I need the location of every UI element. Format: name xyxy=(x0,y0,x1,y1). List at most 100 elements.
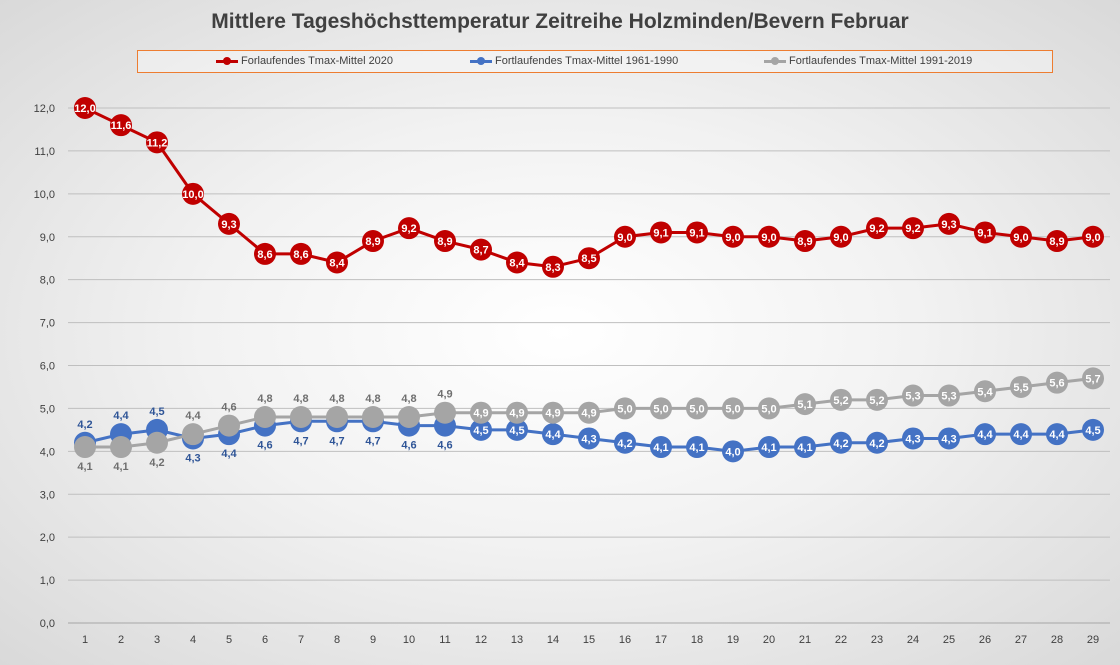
data-point xyxy=(650,221,672,244)
data-label: 5,0 xyxy=(689,403,704,415)
data-label: 9,0 xyxy=(1013,232,1028,244)
legend-item-1991-2019: Fortlaufendes Tmax-Mittel 1991-2019 xyxy=(764,55,972,67)
data-label: 5,0 xyxy=(725,403,740,415)
y-tick-label: 3,0 xyxy=(40,489,55,501)
data-label: 4,1 xyxy=(797,442,812,454)
data-label: 5,0 xyxy=(617,403,632,415)
data-label: 8,9 xyxy=(437,236,452,248)
data-label: 4,2 xyxy=(149,457,164,469)
data-label: 4,3 xyxy=(905,433,920,445)
x-tick-label: 27 xyxy=(1015,634,1027,646)
data-point xyxy=(578,247,600,270)
y-tick-label: 11,0 xyxy=(34,146,55,158)
legend-item-2020: Forlaufendes Tmax-Mittel 2020 xyxy=(216,55,393,67)
data-label: 8,9 xyxy=(797,236,812,248)
data-point xyxy=(938,384,960,407)
data-point xyxy=(506,251,528,274)
data-label: 8,4 xyxy=(329,258,345,270)
data-point xyxy=(1046,423,1068,446)
x-tick-label: 8 xyxy=(334,634,340,646)
data-point xyxy=(866,388,888,411)
data-point xyxy=(74,97,96,119)
x-tick-label: 6 xyxy=(262,634,268,646)
x-tick-label: 2 xyxy=(118,634,124,646)
data-label: 5,2 xyxy=(833,395,848,407)
data-point xyxy=(1082,225,1104,248)
data-label: 4,7 xyxy=(293,435,308,447)
data-label: 4,4 xyxy=(545,429,561,441)
data-label: 5,2 xyxy=(869,395,884,407)
y-tick-label: 10,0 xyxy=(34,189,55,201)
data-point xyxy=(542,255,564,278)
data-label: 5,1 xyxy=(797,399,812,411)
data-point xyxy=(398,406,420,428)
data-label: 4,4 xyxy=(221,448,237,460)
data-label: 9,0 xyxy=(761,232,776,244)
y-tick-label: 5,0 xyxy=(40,403,55,415)
data-point xyxy=(758,436,780,459)
x-tick-label: 15 xyxy=(583,634,595,646)
y-tick-label: 12,0 xyxy=(34,103,55,115)
data-label: 5,7 xyxy=(1085,373,1100,385)
data-point xyxy=(434,401,456,424)
data-point xyxy=(326,406,348,428)
legend-swatch-gray xyxy=(764,57,786,65)
x-tick-label: 10 xyxy=(403,634,415,646)
y-tick-label: 8,0 xyxy=(40,275,55,287)
data-point xyxy=(110,114,132,137)
x-tick-label: 1 xyxy=(82,634,88,646)
data-point xyxy=(254,242,276,265)
x-tick-label: 29 xyxy=(1087,634,1099,646)
data-point xyxy=(290,406,312,428)
data-label: 12,0 xyxy=(74,103,95,115)
data-point xyxy=(326,251,348,274)
data-label: 4,5 xyxy=(509,425,524,437)
data-point xyxy=(686,221,708,244)
y-tick-label: 1,0 xyxy=(40,575,55,587)
x-tick-label: 21 xyxy=(799,634,811,646)
data-label: 9,3 xyxy=(941,219,956,231)
data-label: 9,3 xyxy=(221,219,236,231)
data-point xyxy=(650,397,672,420)
data-point xyxy=(110,436,132,459)
y-tick-label: 4,0 xyxy=(40,446,55,458)
data-label: 10,0 xyxy=(182,189,203,201)
y-tick-label: 0,0 xyxy=(40,618,55,630)
data-label: 8,9 xyxy=(1049,236,1064,248)
data-point xyxy=(686,436,708,459)
data-label: 4,4 xyxy=(113,410,129,422)
x-tick-label: 24 xyxy=(907,634,919,646)
data-point xyxy=(182,423,204,446)
data-point xyxy=(902,427,924,450)
data-point xyxy=(650,436,672,459)
data-point xyxy=(686,397,708,420)
x-tick-label: 22 xyxy=(835,634,847,646)
data-point xyxy=(974,423,996,446)
data-point xyxy=(146,431,168,454)
x-tick-label: 12 xyxy=(475,634,487,646)
data-label: 8,9 xyxy=(365,236,380,248)
y-tick-label: 7,0 xyxy=(40,318,55,330)
data-point xyxy=(542,423,564,446)
data-label: 5,0 xyxy=(653,403,668,415)
data-point xyxy=(74,436,96,459)
data-point xyxy=(614,225,636,248)
data-label: 9,2 xyxy=(869,223,884,235)
data-point xyxy=(470,418,492,441)
legend-swatch-blue xyxy=(470,57,492,65)
data-label: 4,5 xyxy=(473,425,488,437)
data-label: 9,1 xyxy=(689,227,704,239)
data-label: 8,6 xyxy=(257,249,272,261)
data-label: 4,6 xyxy=(257,440,272,452)
data-point xyxy=(218,212,240,235)
data-label: 4,2 xyxy=(833,438,848,450)
x-tick-label: 23 xyxy=(871,634,883,646)
data-point xyxy=(470,238,492,261)
y-tick-label: 9,0 xyxy=(40,232,55,244)
data-label: 5,6 xyxy=(1049,378,1064,390)
data-point xyxy=(1010,225,1032,248)
data-point xyxy=(1082,367,1104,390)
legend: Forlaufendes Tmax-Mittel 2020 Fortlaufen… xyxy=(137,50,1053,73)
legend-label: Fortlaufendes Tmax-Mittel 1991-2019 xyxy=(789,55,973,67)
data-point xyxy=(146,131,168,154)
